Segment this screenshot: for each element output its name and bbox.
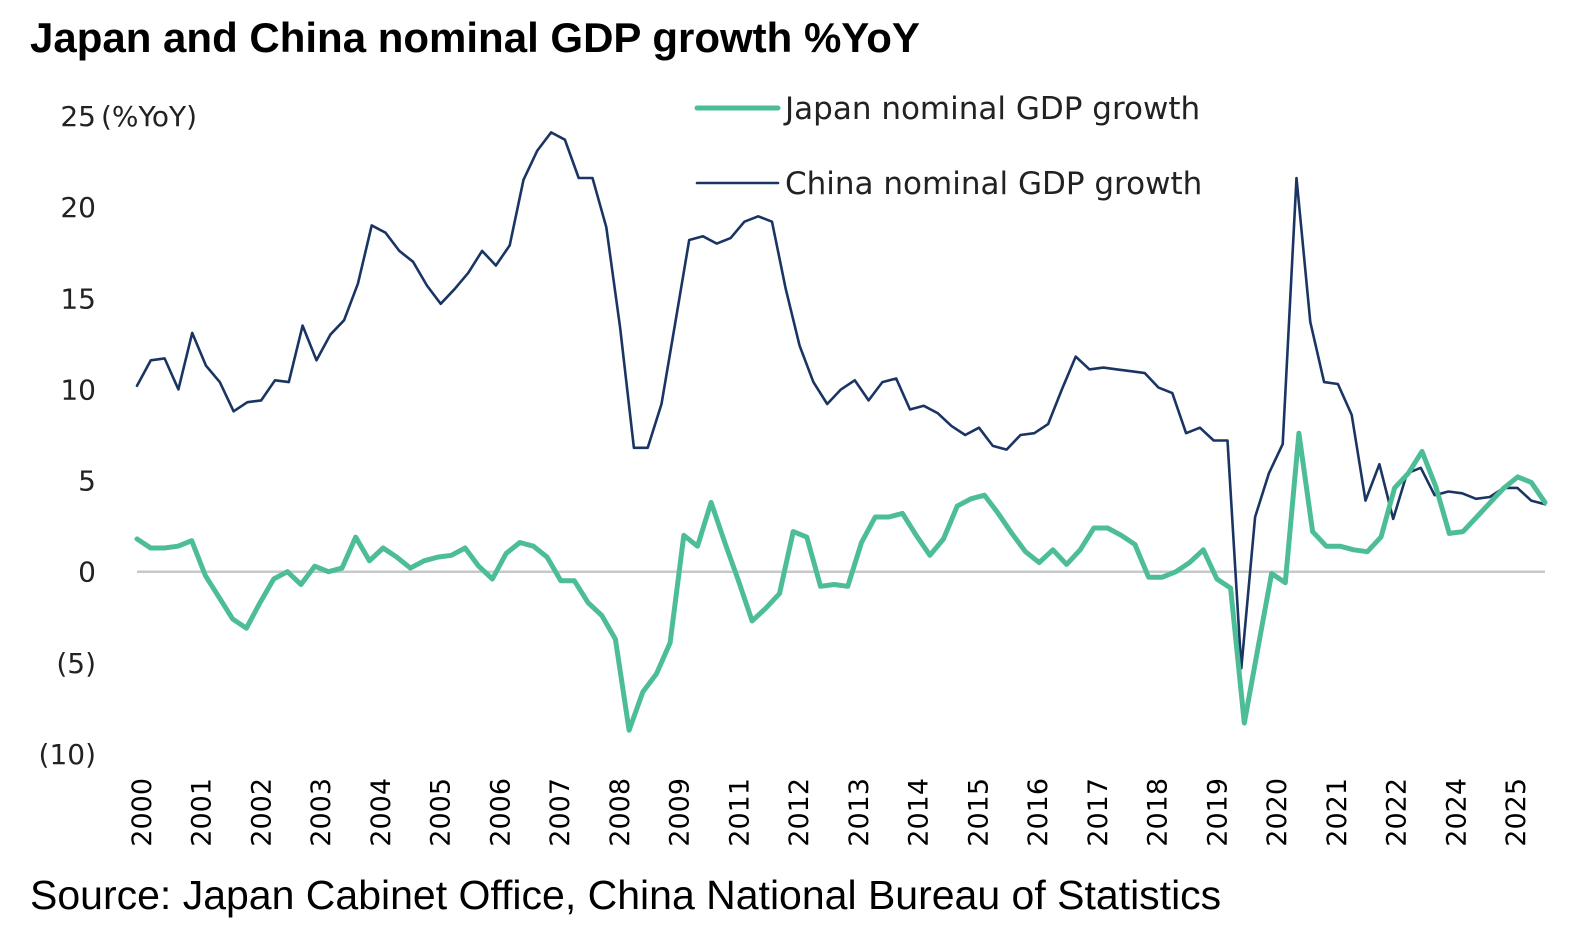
- x-tick-label: 2014: [904, 778, 935, 847]
- y-tick-label: 25: [60, 100, 96, 133]
- x-tick-label: 2021: [1322, 778, 1353, 847]
- x-tick-label: 2024: [1441, 778, 1472, 847]
- y-tick-label: 20: [60, 191, 96, 224]
- x-tick-label: 2006: [485, 778, 516, 847]
- x-tick-label: 2022: [1382, 778, 1413, 847]
- x-tick-label: 2011: [724, 778, 755, 847]
- x-tick-label: 2015: [963, 778, 994, 847]
- y-tick-label: 15: [60, 282, 96, 315]
- y-tick-label: (5): [56, 647, 96, 680]
- x-tick-label: 2005: [426, 778, 457, 847]
- x-tick-label: 2020: [1262, 778, 1293, 847]
- legend: Japan nominal GDP growth China nominal GD…: [694, 91, 1202, 202]
- x-axis: 2000 2001 2002 2003 2004 2005 2006 2007 2008 2009…: [127, 778, 1532, 847]
- x-tick-label: 2002: [247, 778, 278, 847]
- x-tick-label: 2001: [187, 778, 218, 847]
- y-tick-label: 10: [60, 373, 96, 406]
- y-tick-label: 0: [78, 556, 96, 589]
- x-tick-label: 2007: [545, 778, 576, 847]
- series-layer: [134, 131, 1548, 733]
- x-tick-label: 2004: [366, 778, 397, 847]
- y-axis: 25 20 15 10 5 0 (5) (10): [39, 100, 96, 771]
- x-tick-label: 2012: [784, 778, 815, 847]
- x-tick-label: 2019: [1202, 778, 1233, 847]
- japan-legend-label: Japan nominal GDP growth: [783, 91, 1200, 127]
- x-tick-label: 2025: [1501, 778, 1532, 847]
- x-tick-label: 2003: [306, 778, 337, 847]
- x-tick-label: 2013: [844, 778, 875, 847]
- y-tick-label: 5: [78, 465, 96, 498]
- x-tick-label: 2018: [1143, 778, 1174, 847]
- china-legend-label: China nominal GDP growth: [785, 166, 1202, 202]
- x-tick-label: 2000: [127, 778, 158, 847]
- y-axis-unit-label: (%YoY): [101, 100, 197, 133]
- chart-title: Japan and China nominal GDP growth %YoY: [30, 14, 920, 61]
- source-note: Source: Japan Cabinet Office, China Nati…: [30, 872, 1222, 918]
- x-tick-label: 2008: [605, 778, 636, 847]
- y-tick-label: (10): [39, 738, 96, 771]
- x-tick-label: 2017: [1083, 778, 1114, 847]
- china-series-line: [135, 131, 1547, 670]
- japan-series-line: [134, 430, 1548, 733]
- x-tick-label: 2009: [665, 778, 696, 847]
- x-tick-label: 2016: [1023, 778, 1054, 847]
